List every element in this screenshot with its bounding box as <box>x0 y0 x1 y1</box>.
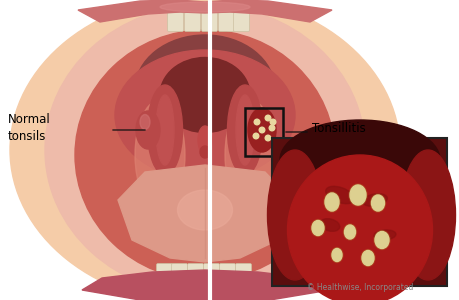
Ellipse shape <box>177 190 232 230</box>
FancyBboxPatch shape <box>167 13 183 32</box>
Ellipse shape <box>134 100 185 210</box>
Circle shape <box>265 115 270 121</box>
Ellipse shape <box>224 100 274 210</box>
Ellipse shape <box>136 111 160 149</box>
Ellipse shape <box>10 0 399 300</box>
Ellipse shape <box>287 155 431 300</box>
Ellipse shape <box>319 219 339 231</box>
Ellipse shape <box>373 230 389 250</box>
Ellipse shape <box>115 50 294 180</box>
Ellipse shape <box>323 192 339 212</box>
Text: © Healthwise, Incorporated: © Healthwise, Incorporated <box>306 283 412 292</box>
Ellipse shape <box>235 95 253 165</box>
Ellipse shape <box>310 220 325 236</box>
Text: Normal
tonsils: Normal tonsils <box>8 113 50 143</box>
Ellipse shape <box>360 250 374 266</box>
Circle shape <box>269 119 275 125</box>
Ellipse shape <box>325 193 338 211</box>
Bar <box>245 108 282 156</box>
Text: Tonsillitis: Tonsillitis <box>311 122 365 134</box>
Circle shape <box>252 133 258 139</box>
Ellipse shape <box>147 85 182 175</box>
Ellipse shape <box>200 146 210 158</box>
Circle shape <box>265 135 270 141</box>
Ellipse shape <box>325 186 353 204</box>
Ellipse shape <box>160 2 249 12</box>
Ellipse shape <box>349 185 365 205</box>
FancyBboxPatch shape <box>233 13 249 32</box>
Ellipse shape <box>227 85 262 175</box>
Ellipse shape <box>344 225 355 239</box>
FancyBboxPatch shape <box>203 263 219 280</box>
Ellipse shape <box>247 108 275 152</box>
Polygon shape <box>78 0 331 22</box>
Ellipse shape <box>348 184 366 206</box>
Polygon shape <box>118 165 291 262</box>
Bar <box>271 138 446 286</box>
Ellipse shape <box>330 248 342 262</box>
Ellipse shape <box>280 120 439 200</box>
Ellipse shape <box>134 35 274 145</box>
FancyBboxPatch shape <box>235 263 251 280</box>
Ellipse shape <box>156 95 174 165</box>
FancyBboxPatch shape <box>171 263 187 280</box>
Ellipse shape <box>267 150 322 280</box>
Polygon shape <box>82 270 329 300</box>
FancyBboxPatch shape <box>156 263 172 280</box>
Ellipse shape <box>369 194 385 212</box>
Ellipse shape <box>75 30 334 280</box>
FancyBboxPatch shape <box>219 263 235 280</box>
Ellipse shape <box>160 58 249 133</box>
FancyBboxPatch shape <box>201 13 217 32</box>
Ellipse shape <box>400 150 454 280</box>
Ellipse shape <box>361 250 373 266</box>
FancyBboxPatch shape <box>184 13 200 32</box>
Ellipse shape <box>197 126 212 154</box>
Ellipse shape <box>362 194 386 206</box>
Circle shape <box>269 125 274 131</box>
Circle shape <box>254 119 259 125</box>
FancyBboxPatch shape <box>187 263 203 280</box>
Ellipse shape <box>374 232 388 248</box>
Ellipse shape <box>331 248 341 262</box>
Ellipse shape <box>140 115 150 130</box>
Ellipse shape <box>311 220 323 236</box>
Ellipse shape <box>343 224 356 240</box>
Ellipse shape <box>373 230 395 240</box>
Circle shape <box>258 127 264 133</box>
Ellipse shape <box>371 195 384 211</box>
FancyBboxPatch shape <box>218 13 234 32</box>
Ellipse shape <box>45 5 364 295</box>
